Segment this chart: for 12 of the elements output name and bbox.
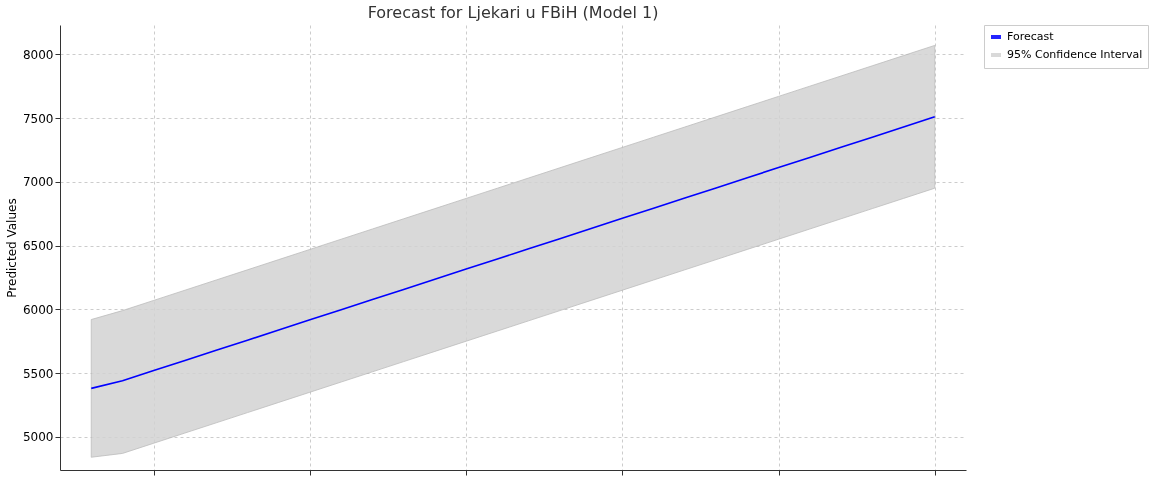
y-tick-label: 7000 bbox=[22, 175, 54, 190]
y-tick-label: 6500 bbox=[22, 239, 54, 254]
text: 95% Confidence Interval bbox=[1007, 48, 1143, 61]
chart-title: Forecast for Ljekari u FBiH (Model 1) bbox=[367, 3, 659, 22]
line-series bbox=[90, 116, 936, 390]
y-tick-label: 5000 bbox=[22, 430, 54, 445]
y-tick-label: 8000 bbox=[22, 47, 54, 62]
legend-label: Forecast bbox=[1007, 30, 1055, 43]
y-tick-label: 7500 bbox=[22, 111, 54, 126]
y-tick-label: 5500 bbox=[22, 366, 54, 381]
y-tick-label: 6000 bbox=[22, 302, 54, 317]
y-axis-title: Predicted Values bbox=[4, 198, 19, 298]
